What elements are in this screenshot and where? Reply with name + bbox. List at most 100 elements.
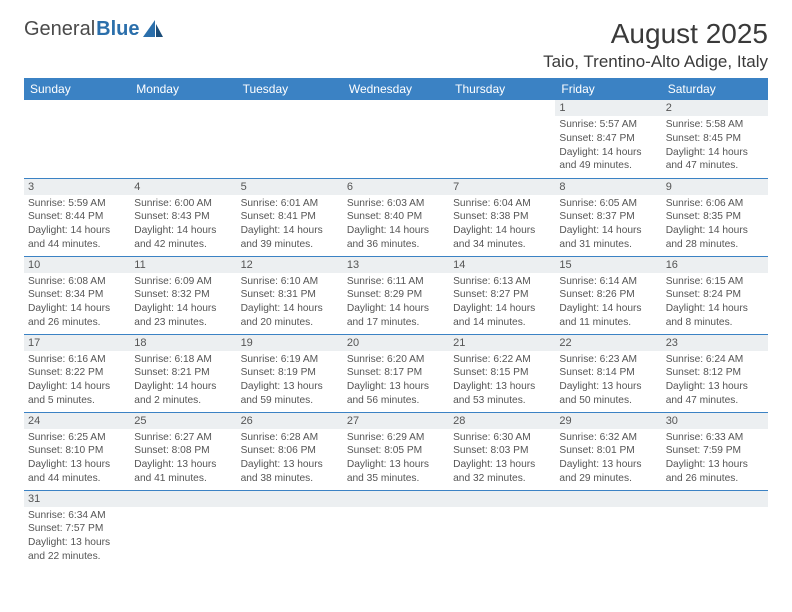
day-number: 8 — [555, 179, 661, 195]
day-number: 31 — [24, 491, 130, 507]
day-details: Sunrise: 6:32 AMSunset: 8:01 PMDaylight:… — [555, 429, 661, 488]
day-number: 28 — [449, 413, 555, 429]
empty-day — [662, 491, 768, 507]
calendar-day-cell: 22Sunrise: 6:23 AMSunset: 8:14 PMDayligh… — [555, 334, 661, 412]
empty-day — [449, 491, 555, 507]
empty-day — [343, 491, 449, 507]
day-details: Sunrise: 6:34 AMSunset: 7:57 PMDaylight:… — [24, 507, 130, 566]
calendar-day-cell: 3Sunrise: 5:59 AMSunset: 8:44 PMDaylight… — [24, 178, 130, 256]
day-number: 1 — [555, 100, 661, 116]
day-details: Sunrise: 6:23 AMSunset: 8:14 PMDaylight:… — [555, 351, 661, 410]
calendar-day-cell: 19Sunrise: 6:19 AMSunset: 8:19 PMDayligh… — [237, 334, 343, 412]
calendar-week-row: 24Sunrise: 6:25 AMSunset: 8:10 PMDayligh… — [24, 412, 768, 490]
calendar-week-row: 10Sunrise: 6:08 AMSunset: 8:34 PMDayligh… — [24, 256, 768, 334]
calendar-day-cell: 5Sunrise: 6:01 AMSunset: 8:41 PMDaylight… — [237, 178, 343, 256]
header-row: GeneralBlue August 2025 Taio, Trentino-A… — [24, 18, 768, 72]
calendar-day-cell: 25Sunrise: 6:27 AMSunset: 8:08 PMDayligh… — [130, 412, 236, 490]
day-details: Sunrise: 6:25 AMSunset: 8:10 PMDaylight:… — [24, 429, 130, 488]
day-number: 4 — [130, 179, 236, 195]
day-number: 26 — [237, 413, 343, 429]
calendar-day-cell — [449, 490, 555, 568]
day-details: Sunrise: 6:28 AMSunset: 8:06 PMDaylight:… — [237, 429, 343, 488]
day-details: Sunrise: 6:00 AMSunset: 8:43 PMDaylight:… — [130, 195, 236, 254]
day-number: 18 — [130, 335, 236, 351]
day-number: 30 — [662, 413, 768, 429]
day-number: 23 — [662, 335, 768, 351]
calendar-day-cell: 7Sunrise: 6:04 AMSunset: 8:38 PMDaylight… — [449, 178, 555, 256]
calendar-table: Sunday Monday Tuesday Wednesday Thursday… — [24, 78, 768, 568]
calendar-day-cell: 21Sunrise: 6:22 AMSunset: 8:15 PMDayligh… — [449, 334, 555, 412]
day-details: Sunrise: 5:59 AMSunset: 8:44 PMDaylight:… — [24, 195, 130, 254]
day-details: Sunrise: 6:05 AMSunset: 8:37 PMDaylight:… — [555, 195, 661, 254]
calendar-day-cell: 12Sunrise: 6:10 AMSunset: 8:31 PMDayligh… — [237, 256, 343, 334]
calendar-week-row: 3Sunrise: 5:59 AMSunset: 8:44 PMDaylight… — [24, 178, 768, 256]
calendar-day-cell: 26Sunrise: 6:28 AMSunset: 8:06 PMDayligh… — [237, 412, 343, 490]
weekday-header: Wednesday — [343, 78, 449, 100]
calendar-day-cell: 17Sunrise: 6:16 AMSunset: 8:22 PMDayligh… — [24, 334, 130, 412]
empty-day — [130, 491, 236, 507]
weekday-header: Monday — [130, 78, 236, 100]
calendar-day-cell — [130, 100, 236, 178]
calendar-day-cell: 16Sunrise: 6:15 AMSunset: 8:24 PMDayligh… — [662, 256, 768, 334]
day-number: 16 — [662, 257, 768, 273]
weekday-header: Tuesday — [237, 78, 343, 100]
calendar-day-cell: 28Sunrise: 6:30 AMSunset: 8:03 PMDayligh… — [449, 412, 555, 490]
day-details: Sunrise: 6:15 AMSunset: 8:24 PMDaylight:… — [662, 273, 768, 332]
weekday-header: Friday — [555, 78, 661, 100]
day-details: Sunrise: 6:04 AMSunset: 8:38 PMDaylight:… — [449, 195, 555, 254]
calendar-day-cell: 31Sunrise: 6:34 AMSunset: 7:57 PMDayligh… — [24, 490, 130, 568]
day-details: Sunrise: 6:27 AMSunset: 8:08 PMDaylight:… — [130, 429, 236, 488]
calendar-day-cell: 18Sunrise: 6:18 AMSunset: 8:21 PMDayligh… — [130, 334, 236, 412]
day-number: 19 — [237, 335, 343, 351]
sail-icon — [143, 20, 165, 38]
day-number: 13 — [343, 257, 449, 273]
location-subtitle: Taio, Trentino-Alto Adige, Italy — [543, 52, 768, 72]
day-details: Sunrise: 6:22 AMSunset: 8:15 PMDaylight:… — [449, 351, 555, 410]
calendar-day-cell: 1Sunrise: 5:57 AMSunset: 8:47 PMDaylight… — [555, 100, 661, 178]
day-number: 5 — [237, 179, 343, 195]
day-details: Sunrise: 6:10 AMSunset: 8:31 PMDaylight:… — [237, 273, 343, 332]
day-details: Sunrise: 6:13 AMSunset: 8:27 PMDaylight:… — [449, 273, 555, 332]
day-details: Sunrise: 6:33 AMSunset: 7:59 PMDaylight:… — [662, 429, 768, 488]
logo-text-blue: Blue — [96, 18, 139, 41]
day-details: Sunrise: 6:08 AMSunset: 8:34 PMDaylight:… — [24, 273, 130, 332]
day-details: Sunrise: 6:06 AMSunset: 8:35 PMDaylight:… — [662, 195, 768, 254]
title-block: August 2025 Taio, Trentino-Alto Adige, I… — [543, 18, 768, 72]
day-details: Sunrise: 6:09 AMSunset: 8:32 PMDaylight:… — [130, 273, 236, 332]
calendar-day-cell — [343, 100, 449, 178]
day-details: Sunrise: 6:24 AMSunset: 8:12 PMDaylight:… — [662, 351, 768, 410]
calendar-day-cell — [130, 490, 236, 568]
day-number: 29 — [555, 413, 661, 429]
day-number: 6 — [343, 179, 449, 195]
calendar-day-cell: 29Sunrise: 6:32 AMSunset: 8:01 PMDayligh… — [555, 412, 661, 490]
weekday-header-row: Sunday Monday Tuesday Wednesday Thursday… — [24, 78, 768, 100]
empty-day — [343, 100, 449, 116]
empty-day — [130, 100, 236, 116]
logo-text-general: General — [24, 18, 95, 41]
calendar-day-cell: 8Sunrise: 6:05 AMSunset: 8:37 PMDaylight… — [555, 178, 661, 256]
calendar-day-cell — [343, 490, 449, 568]
day-number: 20 — [343, 335, 449, 351]
day-details: Sunrise: 6:19 AMSunset: 8:19 PMDaylight:… — [237, 351, 343, 410]
calendar-day-cell: 27Sunrise: 6:29 AMSunset: 8:05 PMDayligh… — [343, 412, 449, 490]
calendar-day-cell — [237, 490, 343, 568]
day-details: Sunrise: 5:58 AMSunset: 8:45 PMDaylight:… — [662, 116, 768, 175]
weekday-header: Sunday — [24, 78, 130, 100]
day-number: 11 — [130, 257, 236, 273]
day-details: Sunrise: 6:03 AMSunset: 8:40 PMDaylight:… — [343, 195, 449, 254]
day-details: Sunrise: 6:30 AMSunset: 8:03 PMDaylight:… — [449, 429, 555, 488]
day-number: 7 — [449, 179, 555, 195]
weekday-header: Thursday — [449, 78, 555, 100]
logo: GeneralBlue — [24, 18, 165, 41]
day-number: 17 — [24, 335, 130, 351]
day-number: 14 — [449, 257, 555, 273]
calendar-week-row: 31Sunrise: 6:34 AMSunset: 7:57 PMDayligh… — [24, 490, 768, 568]
calendar-day-cell — [449, 100, 555, 178]
day-details: Sunrise: 6:29 AMSunset: 8:05 PMDaylight:… — [343, 429, 449, 488]
calendar-day-cell: 24Sunrise: 6:25 AMSunset: 8:10 PMDayligh… — [24, 412, 130, 490]
calendar-day-cell — [24, 100, 130, 178]
day-details: Sunrise: 6:20 AMSunset: 8:17 PMDaylight:… — [343, 351, 449, 410]
calendar-day-cell: 13Sunrise: 6:11 AMSunset: 8:29 PMDayligh… — [343, 256, 449, 334]
day-number: 25 — [130, 413, 236, 429]
calendar-day-cell: 10Sunrise: 6:08 AMSunset: 8:34 PMDayligh… — [24, 256, 130, 334]
